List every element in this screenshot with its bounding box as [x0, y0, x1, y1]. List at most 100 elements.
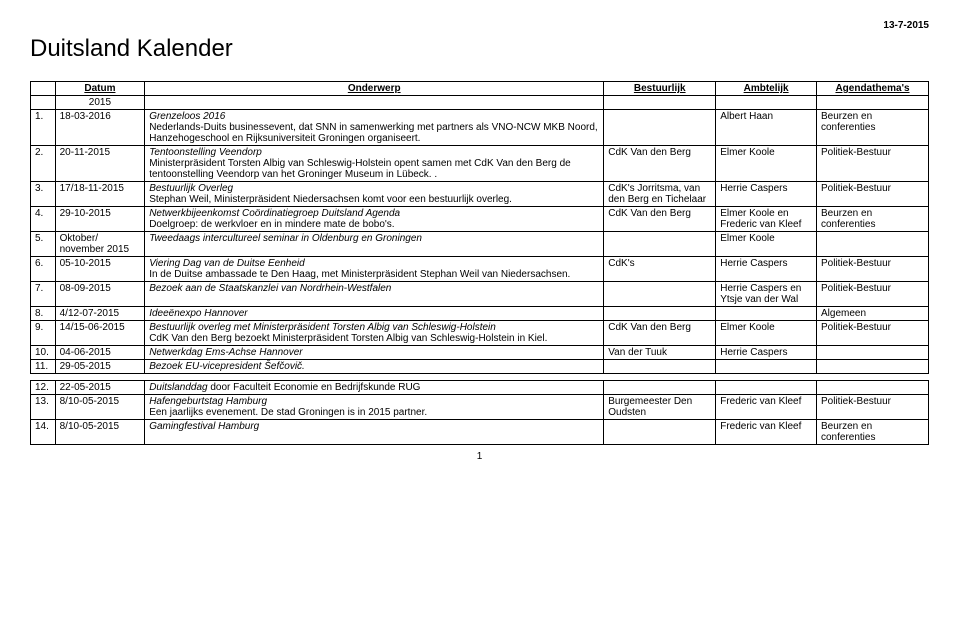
- cell-num: 5.: [31, 232, 56, 257]
- cell-agenda: Politiek-Bestuur: [816, 282, 928, 307]
- cell-datum: 18-03-2016: [55, 110, 145, 146]
- cell-num: 1.: [31, 110, 56, 146]
- table-row: 6.05-10-2015Viering Dag van de Duitse Ee…: [31, 257, 929, 282]
- cell-num: 10.: [31, 346, 56, 360]
- page-title: Duitsland Kalender: [30, 35, 929, 63]
- cell-ambtelijk: Herrie Caspers: [716, 182, 817, 207]
- cell-agenda: Politiek-Bestuur: [816, 321, 928, 346]
- col-datum: Datum: [55, 82, 145, 96]
- cell-ambtelijk: Elmer Koole en Frederic van Kleef: [716, 207, 817, 232]
- table-row: 14.8/10-05-2015Gamingfestival Hamburg Fre…: [31, 420, 929, 445]
- table-row: 7.08-09-2015Bezoek aan de Staatskanzlei …: [31, 282, 929, 307]
- cell-agenda: [816, 360, 928, 374]
- cell-agenda: [816, 346, 928, 360]
- cell-datum: 04-06-2015: [55, 346, 145, 360]
- cell-bestuurlijk: [604, 232, 716, 257]
- cell-onderwerp: Gamingfestival Hamburg: [145, 420, 604, 445]
- cell-bestuurlijk: CdK Van den Berg: [604, 146, 716, 182]
- cell-num: 14.: [31, 420, 56, 445]
- cell-num: 11.: [31, 360, 56, 374]
- cell-datum: 29-05-2015: [55, 360, 145, 374]
- cell-agenda: Politiek-Bestuur: [816, 182, 928, 207]
- col-bestuurlijk: Bestuurlijk: [604, 82, 716, 96]
- cell-onderwerp: Hafengeburtstag HamburgEen jaarlijks eve…: [145, 395, 604, 420]
- cell-datum: 8/10-05-2015: [55, 420, 145, 445]
- cell-ambtelijk: Elmer Koole: [716, 321, 817, 346]
- cell-datum: 20-11-2015: [55, 146, 145, 182]
- cell-datum: 4/12-07-2015: [55, 307, 145, 321]
- cell-onderwerp: Viering Dag van de Duitse EenheidIn de D…: [145, 257, 604, 282]
- cell-ambtelijk: [716, 381, 817, 395]
- cell-datum: 05-10-2015: [55, 257, 145, 282]
- cell-agenda: [816, 381, 928, 395]
- table-row: 11.29-05-2015Bezoek EU-vicepresident Šef…: [31, 360, 929, 374]
- cell-ambtelijk: [716, 360, 817, 374]
- col-agenda: Agendathema's: [816, 82, 928, 96]
- cell-ambtelijk: [716, 307, 817, 321]
- year-cell: 2015: [55, 96, 145, 110]
- cell-agenda: Politiek-Bestuur: [816, 257, 928, 282]
- cell-num: 3.: [31, 182, 56, 207]
- cell-num: 12.: [31, 381, 56, 395]
- cell-bestuurlijk: Burgemeester Den Oudsten: [604, 395, 716, 420]
- cell-onderwerp: Duitslanddag door Faculteit Economie en …: [145, 381, 604, 395]
- cell-onderwerp: Bestuurlijk OverlegStephan Weil, Ministe…: [145, 182, 604, 207]
- cell-ambtelijk: Herrie Caspers en Ytsje van der Wal: [716, 282, 817, 307]
- table-row: 3.17/18-11-2015Bestuurlijk OverlegStepha…: [31, 182, 929, 207]
- cell-onderwerp: Netwerkdag Ems-Achse Hannover: [145, 346, 604, 360]
- cell-agenda: [816, 232, 928, 257]
- table-row: 13.8/10-05-2015Hafengeburtstag HamburgEe…: [31, 395, 929, 420]
- table-row: 10.04-06-2015Netwerkdag Ems-Achse Hannov…: [31, 346, 929, 360]
- cell-onderwerp: Bezoek aan de Staatskanzlei van Nordrhei…: [145, 282, 604, 307]
- cell-datum: 29-10-2015: [55, 207, 145, 232]
- page-number: 1: [30, 451, 929, 462]
- cell-agenda: Politiek-Bestuur: [816, 395, 928, 420]
- year-row: 2015: [31, 96, 929, 110]
- cell-ambtelijk: Frederic van Kleef: [716, 420, 817, 445]
- cell-agenda: Beurzen en conferenties: [816, 420, 928, 445]
- cell-datum: 08-09-2015: [55, 282, 145, 307]
- cell-datum: 8/10-05-2015: [55, 395, 145, 420]
- cell-ambtelijk: Albert Haan: [716, 110, 817, 146]
- cell-bestuurlijk: [604, 307, 716, 321]
- table-row: 5.Oktober/ november 2015Tweedaags interc…: [31, 232, 929, 257]
- calendar-table: Datum Onderwerp Bestuurlijk Ambtelijk Ag…: [30, 81, 929, 374]
- cell-ambtelijk: Herrie Caspers: [716, 257, 817, 282]
- table-row: 1.18-03-2016Grenzeloos 2016Nederlands-Du…: [31, 110, 929, 146]
- table-row: 12.22-05-2015Duitslanddag door Faculteit…: [31, 381, 929, 395]
- cell-num: 6.: [31, 257, 56, 282]
- document-date: 13-7-2015: [30, 20, 929, 31]
- cell-bestuurlijk: Van der Tuuk: [604, 346, 716, 360]
- cell-num: 13.: [31, 395, 56, 420]
- table-row: 4.29-10-2015Netwerkbijeenkomst Coördinat…: [31, 207, 929, 232]
- table-row: 9.14/15-06-2015Bestuurlijk overleg met M…: [31, 321, 929, 346]
- cell-ambtelijk: Elmer Koole: [716, 146, 817, 182]
- cell-datum: Oktober/ november 2015: [55, 232, 145, 257]
- cell-bestuurlijk: [604, 282, 716, 307]
- cell-datum: 17/18-11-2015: [55, 182, 145, 207]
- cell-datum: 22-05-2015: [55, 381, 145, 395]
- cell-ambtelijk: Frederic van Kleef: [716, 395, 817, 420]
- table-row: 2.20-11-2015Tentoonstelling VeendorpMini…: [31, 146, 929, 182]
- cell-agenda: Algemeen: [816, 307, 928, 321]
- cell-bestuurlijk: [604, 381, 716, 395]
- cell-agenda: Beurzen en conferenties: [816, 207, 928, 232]
- cell-num: 4.: [31, 207, 56, 232]
- cell-ambtelijk: Herrie Caspers: [716, 346, 817, 360]
- cell-bestuurlijk: CdK Van den Berg: [604, 207, 716, 232]
- cell-onderwerp: Ideeënexpo Hannover: [145, 307, 604, 321]
- table-header-row: Datum Onderwerp Bestuurlijk Ambtelijk Ag…: [31, 82, 929, 96]
- cell-onderwerp: Bestuurlijk overleg met Ministerpräsiden…: [145, 321, 604, 346]
- cell-num: 9.: [31, 321, 56, 346]
- cell-num: 2.: [31, 146, 56, 182]
- col-num: [31, 82, 56, 96]
- cell-onderwerp: Grenzeloos 2016Nederlands-Duits business…: [145, 110, 604, 146]
- calendar-table-2: 12.22-05-2015Duitslanddag door Faculteit…: [30, 380, 929, 445]
- cell-agenda: Politiek-Bestuur: [816, 146, 928, 182]
- cell-num: 7.: [31, 282, 56, 307]
- cell-ambtelijk: Elmer Koole: [716, 232, 817, 257]
- cell-bestuurlijk: [604, 110, 716, 146]
- col-onderwerp: Onderwerp: [145, 82, 604, 96]
- cell-onderwerp: Tweedaags intercultureel seminar in Olde…: [145, 232, 604, 257]
- cell-onderwerp: Netwerkbijeenkomst Coördinatiegroep Duit…: [145, 207, 604, 232]
